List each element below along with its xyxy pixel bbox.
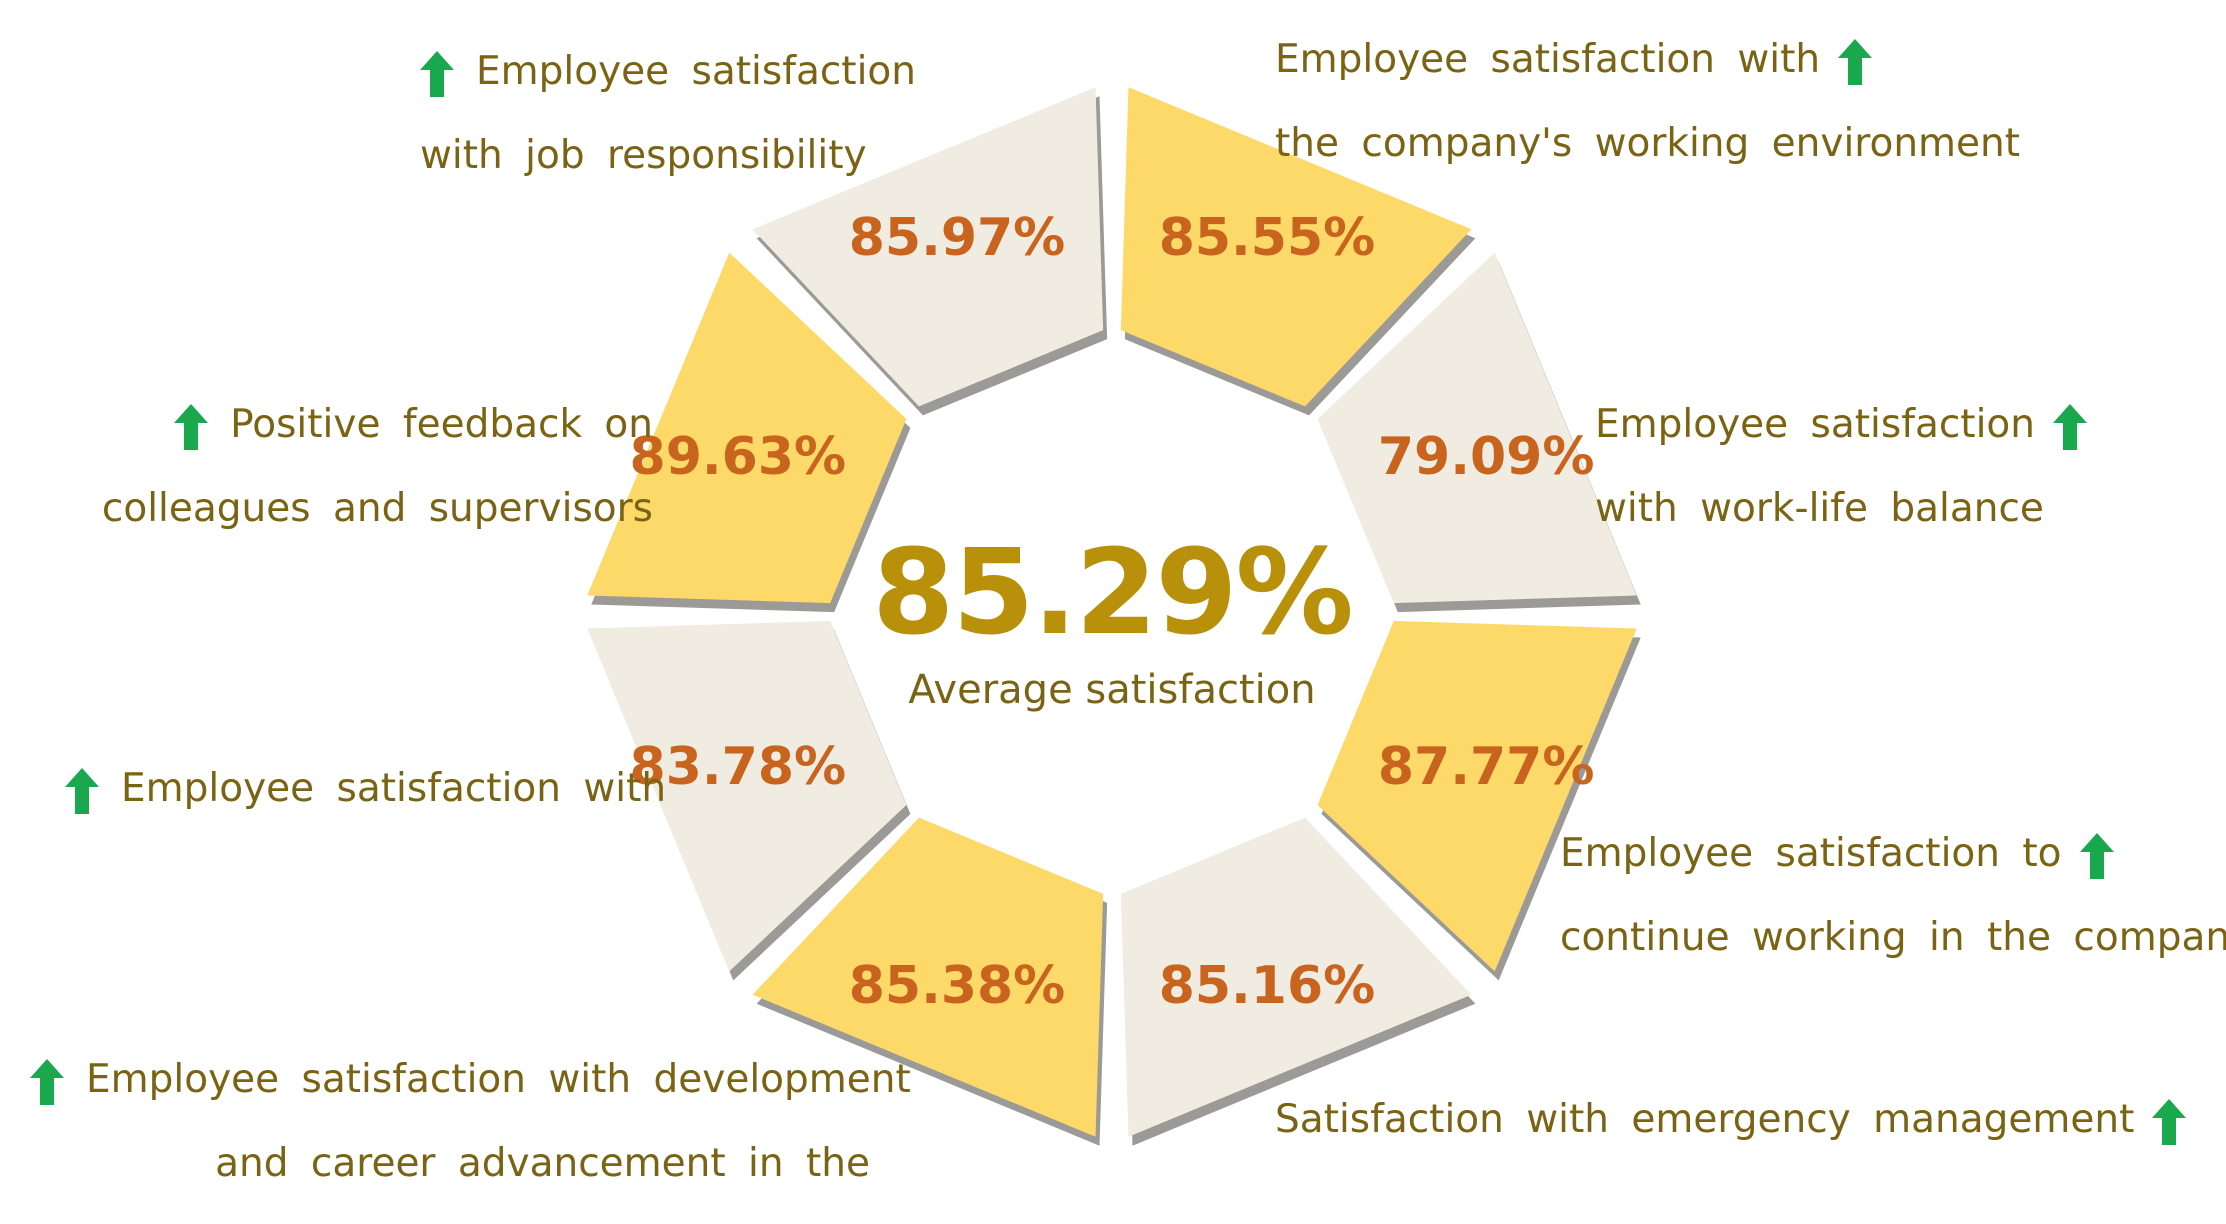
segment-7 — [587, 620, 911, 981]
label-line: Employee satisfaction with — [65, 747, 666, 831]
label-line: Employee satisfaction with — [1275, 18, 2020, 102]
average-satisfaction-value: 85.29% — [872, 523, 1353, 661]
segment-percent: 89.63% — [629, 427, 847, 487]
segment-fill — [1317, 620, 1637, 972]
segment-1 — [752, 87, 1108, 416]
label-text: Employee satisfaction with — [1275, 37, 1821, 82]
segment-label-3: Employee satisfaction with work-life bala… — [1595, 383, 2087, 551]
segment-label-7: Employee satisfaction with — [65, 747, 666, 831]
label-text: continue working in the company — [1560, 915, 2226, 960]
segment-label-2: Employee satisfaction with the company's … — [1275, 18, 2020, 186]
label-text: Positive feedback on — [230, 402, 653, 447]
label-line: Positive feedback on — [58, 383, 653, 467]
segment-label-6: Employee satisfaction with development an… — [30, 1038, 911, 1206]
label-text: with job responsibility — [420, 133, 867, 178]
segment-label-8: Positive feedback on colleagues and super… — [58, 383, 653, 551]
segment-fill — [752, 87, 1104, 407]
label-line: colleagues and supervisors — [58, 467, 653, 551]
label-text: Employee satisfaction with development — [86, 1057, 911, 1102]
label-line: Employee satisfaction — [1595, 383, 2087, 467]
segment-percent: 85.38% — [848, 956, 1066, 1017]
segment-4 — [1317, 620, 1641, 981]
up-arrow-icon — [420, 50, 454, 97]
segment-percent: 83.78% — [629, 736, 847, 797]
segment-percent: 85.55% — [1158, 207, 1376, 268]
up-arrow-icon — [1838, 38, 1873, 85]
label-line: with job responsibility — [420, 114, 900, 198]
label-text: and career advancement in the — [215, 1141, 870, 1186]
label-text: Employee satisfaction with — [121, 766, 667, 811]
segment-fill — [1120, 87, 1472, 407]
segment-percent: 85.97% — [848, 207, 1066, 268]
label-line: and career advancement in the — [30, 1122, 870, 1206]
label-text: the company's working environment — [1275, 121, 2021, 166]
label-text: Employee satisfaction — [1595, 402, 2035, 447]
up-arrow-icon — [30, 1058, 64, 1105]
segment-label-4: Employee satisfaction to continue working… — [1560, 812, 2226, 980]
label-line: Employee satisfaction with development — [30, 1038, 911, 1122]
label-text: Satisfaction with emergency management — [1275, 1097, 2135, 1142]
label-text: Employee satisfaction — [476, 49, 916, 94]
average-satisfaction-label: Average satisfaction — [908, 667, 1316, 713]
label-text: colleagues and supervisors — [101, 486, 653, 531]
segment-fill — [1317, 252, 1637, 604]
segment-5 — [1120, 817, 1476, 1146]
segment-3 — [1317, 252, 1641, 613]
segment-6 — [752, 817, 1108, 1146]
segment-8 — [587, 252, 911, 613]
label-line: continue working in the company — [1560, 896, 2226, 980]
label-line: Satisfaction with emergency management — [1275, 1078, 2187, 1162]
segment-percent: 87.77% — [1377, 736, 1595, 797]
label-line: the company's working environment — [1275, 102, 2020, 186]
segment-fill — [1120, 817, 1472, 1137]
segment-label-1: Employee satisfaction with job responsibi… — [420, 30, 916, 198]
segment-fill — [587, 252, 907, 604]
up-arrow-icon — [2152, 1098, 2187, 1145]
label-line: Employee satisfaction — [420, 30, 916, 114]
segment-percent: 79.09% — [1377, 427, 1595, 487]
label-text: with work-life balance — [1595, 486, 2044, 531]
label-text: Employee satisfaction to — [1560, 831, 2062, 876]
label-line: Employee satisfaction to — [1560, 812, 2226, 896]
up-arrow-icon — [174, 403, 209, 450]
segment-2 — [1120, 87, 1476, 416]
segment-percent: 85.16% — [1158, 956, 1376, 1017]
segment-fill — [752, 817, 1104, 1137]
up-arrow-icon — [65, 767, 99, 814]
segment-label-5: Satisfaction with emergency management — [1275, 1078, 2187, 1162]
label-line: with work-life balance — [1595, 467, 2087, 551]
segment-fill — [587, 620, 907, 972]
up-arrow-icon — [2079, 832, 2114, 879]
up-arrow-icon — [2053, 403, 2087, 450]
